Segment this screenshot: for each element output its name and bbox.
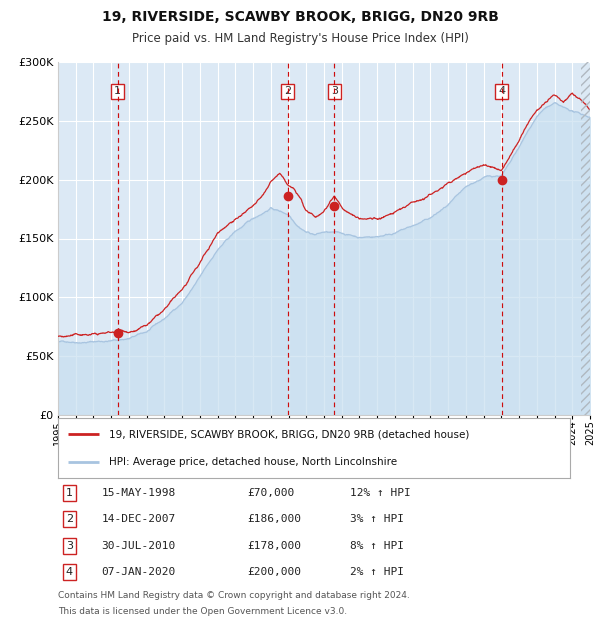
Text: 8% ↑ HPI: 8% ↑ HPI xyxy=(350,541,404,551)
Text: 4: 4 xyxy=(66,567,73,577)
Text: 3% ↑ HPI: 3% ↑ HPI xyxy=(350,515,404,525)
Text: 19, RIVERSIDE, SCAWBY BROOK, BRIGG, DN20 9RB (detached house): 19, RIVERSIDE, SCAWBY BROOK, BRIGG, DN20… xyxy=(109,429,470,439)
Text: HPI: Average price, detached house, North Lincolnshire: HPI: Average price, detached house, Nort… xyxy=(109,457,397,467)
Text: Contains HM Land Registry data © Crown copyright and database right 2024.: Contains HM Land Registry data © Crown c… xyxy=(58,591,410,600)
Text: 2: 2 xyxy=(284,86,291,97)
Text: 1: 1 xyxy=(66,488,73,498)
Text: 3: 3 xyxy=(66,541,73,551)
Text: Price paid vs. HM Land Registry's House Price Index (HPI): Price paid vs. HM Land Registry's House … xyxy=(131,32,469,45)
Text: 14-DEC-2007: 14-DEC-2007 xyxy=(101,515,176,525)
Text: £200,000: £200,000 xyxy=(247,567,301,577)
Text: 1: 1 xyxy=(114,86,121,97)
Text: 19, RIVERSIDE, SCAWBY BROOK, BRIGG, DN20 9RB: 19, RIVERSIDE, SCAWBY BROOK, BRIGG, DN20… xyxy=(101,10,499,24)
Bar xyxy=(581,62,590,415)
Text: £178,000: £178,000 xyxy=(247,541,301,551)
Text: 12% ↑ HPI: 12% ↑ HPI xyxy=(350,488,410,498)
Text: 3: 3 xyxy=(331,86,338,97)
Text: 2% ↑ HPI: 2% ↑ HPI xyxy=(350,567,404,577)
Text: This data is licensed under the Open Government Licence v3.0.: This data is licensed under the Open Gov… xyxy=(58,607,347,616)
Text: 07-JAN-2020: 07-JAN-2020 xyxy=(101,567,176,577)
Text: 2: 2 xyxy=(66,515,73,525)
Text: 15-MAY-1998: 15-MAY-1998 xyxy=(101,488,176,498)
Text: £70,000: £70,000 xyxy=(247,488,295,498)
Text: 4: 4 xyxy=(498,86,505,97)
Text: £186,000: £186,000 xyxy=(247,515,301,525)
Text: 30-JUL-2010: 30-JUL-2010 xyxy=(101,541,176,551)
